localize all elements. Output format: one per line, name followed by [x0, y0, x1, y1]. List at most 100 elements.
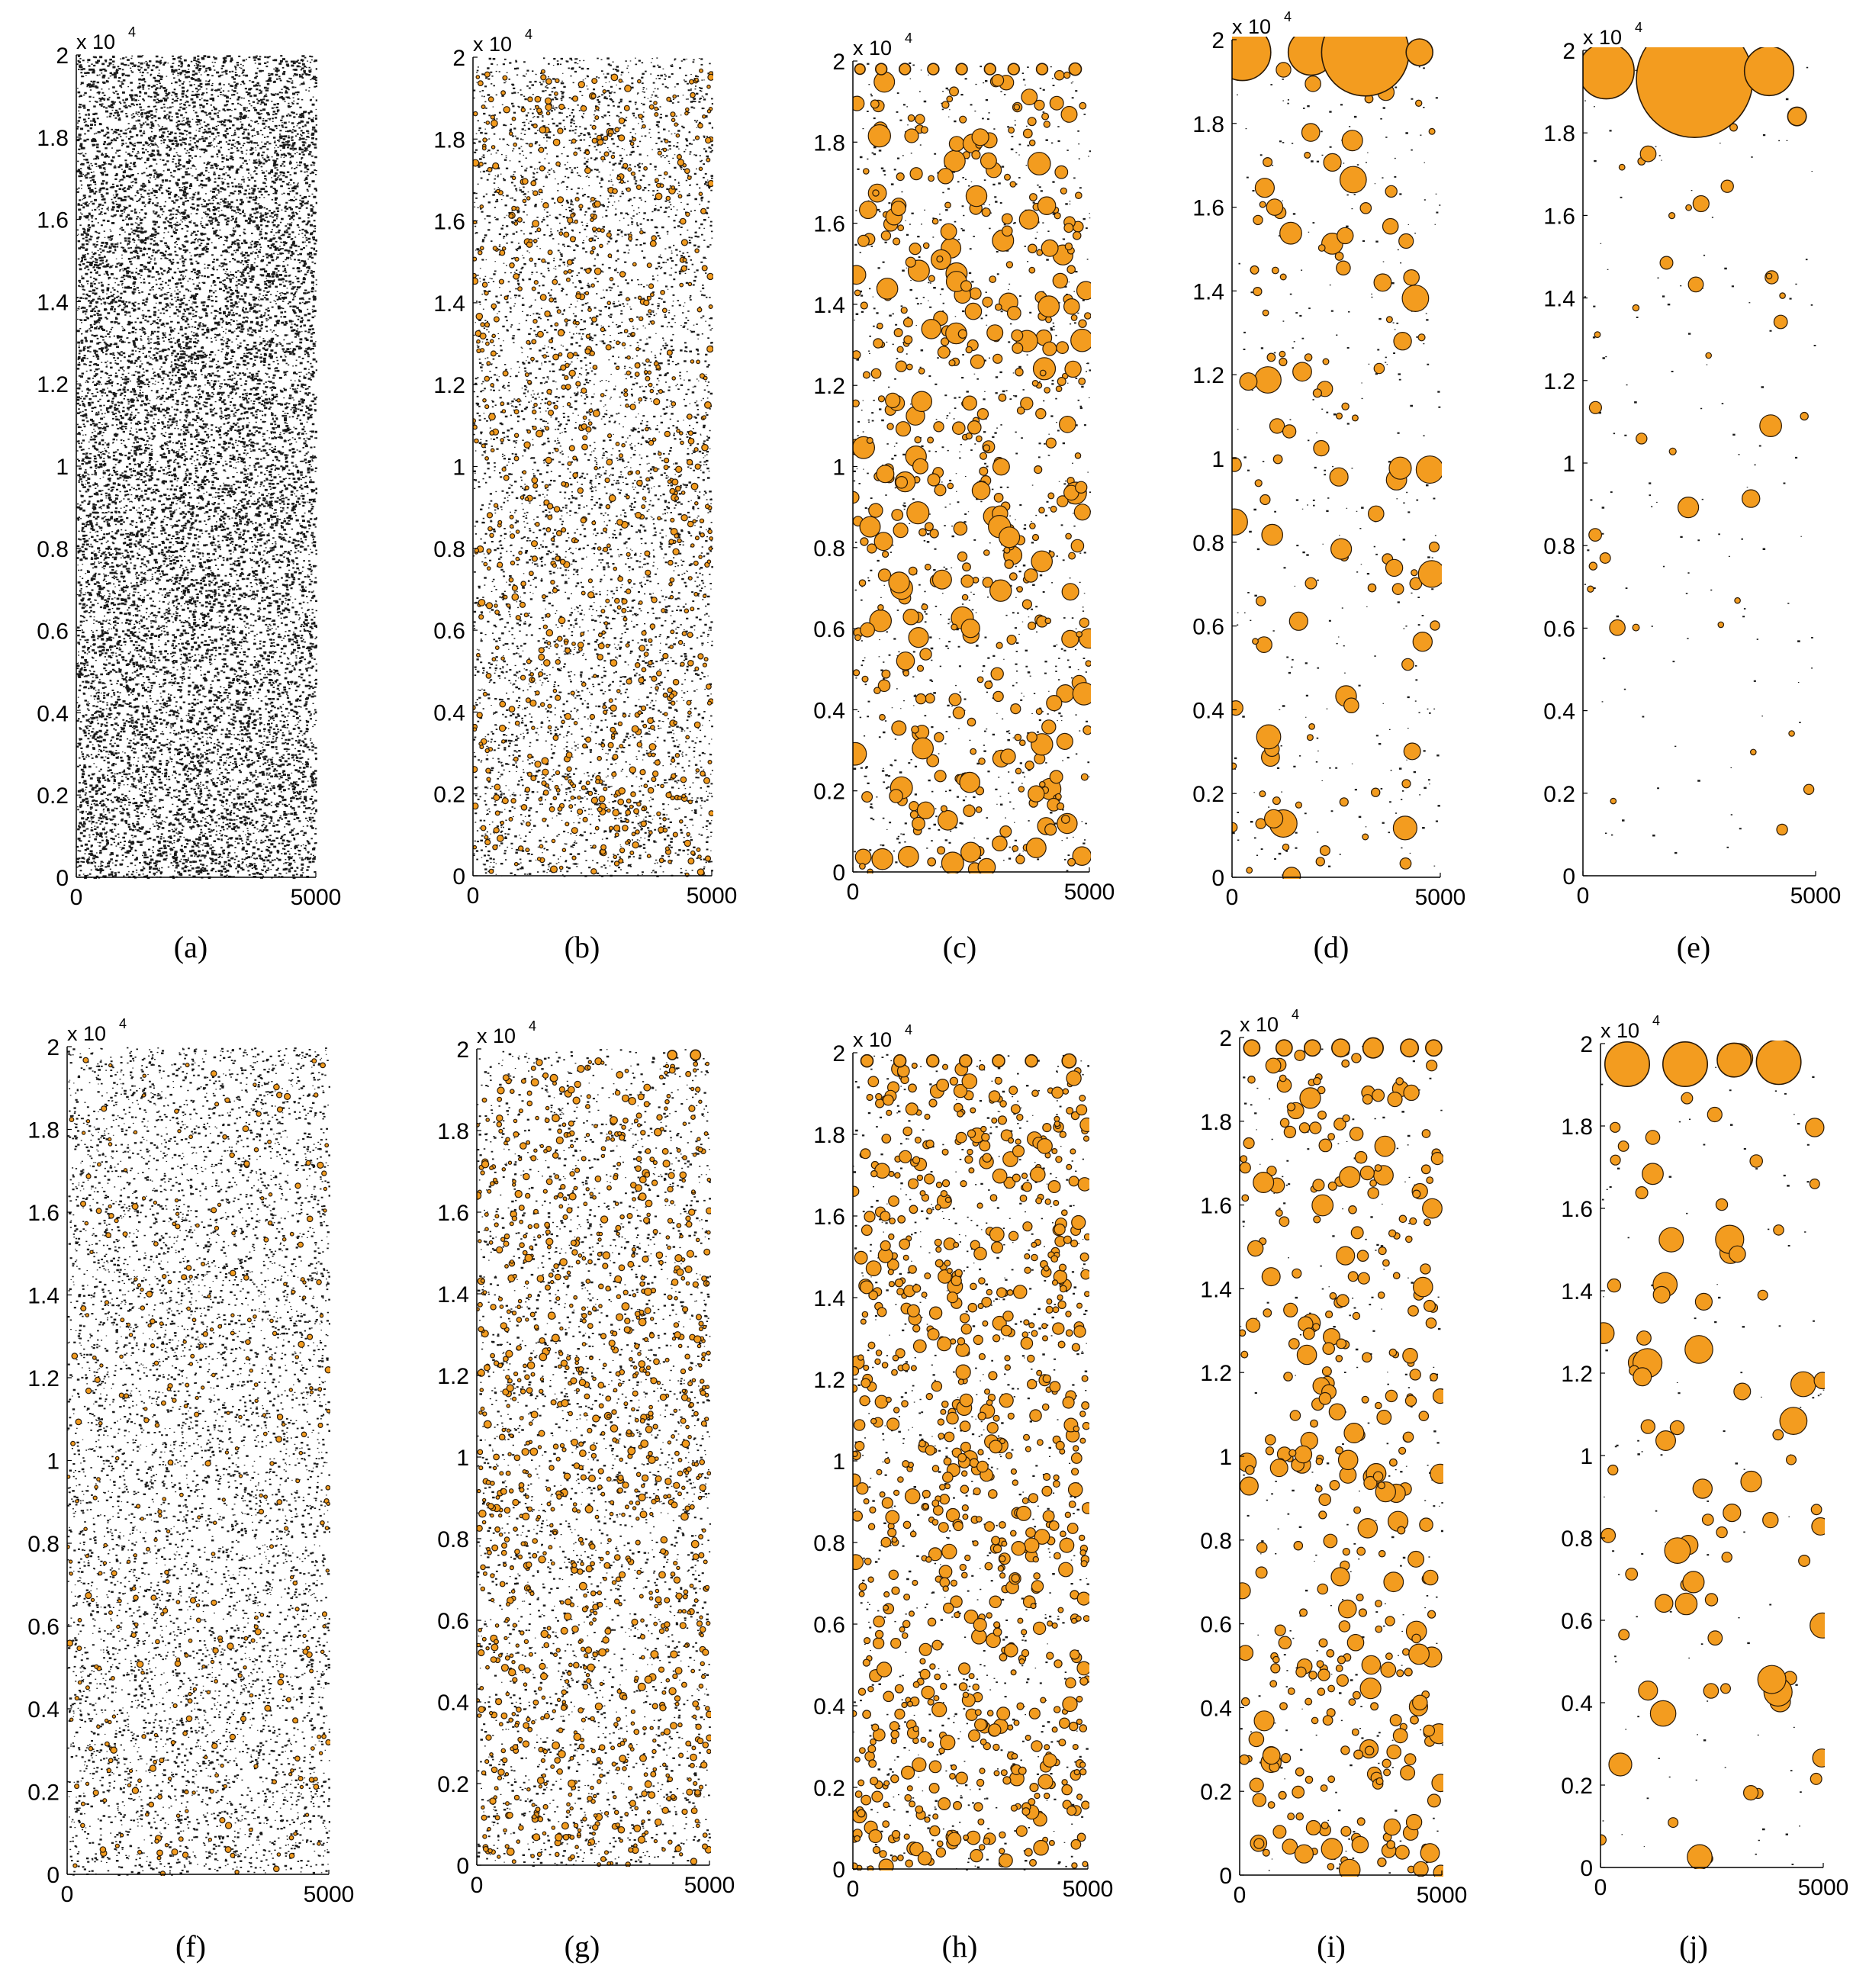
particle [85, 1118, 91, 1124]
particle [1073, 1325, 1086, 1338]
particle [1248, 1731, 1265, 1748]
particle [249, 1368, 253, 1373]
particle [1060, 105, 1078, 123]
panel-caption: (f) [175, 1929, 206, 1964]
particles-g [477, 1049, 711, 1867]
particle [1010, 1530, 1017, 1537]
particle [584, 736, 592, 743]
particle [706, 1471, 711, 1476]
particle [699, 1459, 706, 1465]
y-tick-label: 1.6 [1543, 204, 1575, 229]
particle [530, 775, 537, 782]
particle [976, 1778, 985, 1787]
particle [944, 1483, 951, 1490]
particle [611, 1761, 617, 1767]
particle [978, 1063, 986, 1071]
particle [478, 599, 486, 606]
particle [1039, 780, 1046, 788]
particle [986, 1288, 993, 1296]
y-tick-label: 1 [47, 1449, 60, 1475]
particle [1005, 261, 1014, 269]
particle [935, 1181, 943, 1189]
y-tick-label: 0.6 [437, 1609, 469, 1634]
particle [697, 1495, 703, 1501]
particle [858, 863, 866, 870]
particle [677, 1457, 683, 1462]
particle [1317, 1086, 1326, 1095]
particle [530, 1372, 536, 1377]
particle [517, 1298, 523, 1304]
particle [587, 307, 592, 313]
particle [1283, 1302, 1298, 1317]
particle [1599, 552, 1611, 564]
particle [1610, 1154, 1621, 1166]
particle [1274, 1624, 1286, 1636]
particle [894, 1708, 906, 1719]
particle [696, 307, 703, 313]
particle [916, 1174, 924, 1182]
particle [861, 1311, 869, 1318]
particle [708, 810, 713, 817]
particle [478, 1509, 487, 1518]
particle [545, 111, 551, 116]
particle [882, 1820, 890, 1829]
particle [626, 1212, 633, 1219]
y-tick-label: 0.4 [1561, 1691, 1593, 1716]
particle [1043, 1265, 1050, 1272]
particle [566, 766, 572, 772]
particle [857, 1354, 864, 1361]
particle [887, 1527, 897, 1538]
particle [640, 820, 648, 828]
particle [476, 339, 481, 344]
particle [221, 1497, 226, 1502]
particle [553, 1263, 559, 1269]
particle [210, 1070, 217, 1077]
particle [618, 79, 623, 83]
large-particle [1425, 1039, 1443, 1057]
particle [951, 623, 958, 631]
particle [560, 1626, 568, 1635]
particle [161, 1273, 167, 1279]
particle [291, 1289, 296, 1295]
particle [697, 1147, 703, 1153]
particle [608, 698, 613, 703]
particle [1033, 1839, 1049, 1856]
particle [916, 801, 935, 820]
particle [602, 527, 608, 532]
particle [551, 1333, 560, 1343]
particle [632, 1365, 638, 1370]
particle [506, 1812, 513, 1819]
particle [1645, 1130, 1661, 1145]
particle [860, 537, 869, 546]
particle [616, 689, 621, 693]
particle [514, 1549, 520, 1555]
particle [709, 536, 713, 541]
particle [524, 1253, 533, 1263]
particle [960, 841, 982, 863]
particle [629, 1356, 633, 1362]
particle [1779, 1407, 1808, 1435]
particle [624, 1317, 631, 1324]
particle [509, 1653, 514, 1658]
particle [664, 139, 669, 143]
particle [700, 770, 706, 777]
particle [320, 1520, 325, 1526]
particle [670, 528, 678, 536]
particle [526, 1716, 531, 1723]
particle [639, 230, 644, 235]
particle [676, 1565, 680, 1571]
particle [1279, 350, 1286, 358]
particle [653, 1838, 658, 1844]
particle [991, 74, 1005, 87]
particle [185, 1063, 190, 1068]
particle [534, 761, 542, 768]
y-tick-label: 0.6 [37, 619, 69, 645]
particle [1275, 1208, 1283, 1217]
particle [143, 1407, 148, 1411]
particle [1321, 1838, 1343, 1860]
particle [573, 1295, 578, 1300]
particle [570, 1377, 577, 1385]
particle [940, 223, 957, 240]
particle [897, 1855, 904, 1861]
particle [638, 1360, 646, 1368]
